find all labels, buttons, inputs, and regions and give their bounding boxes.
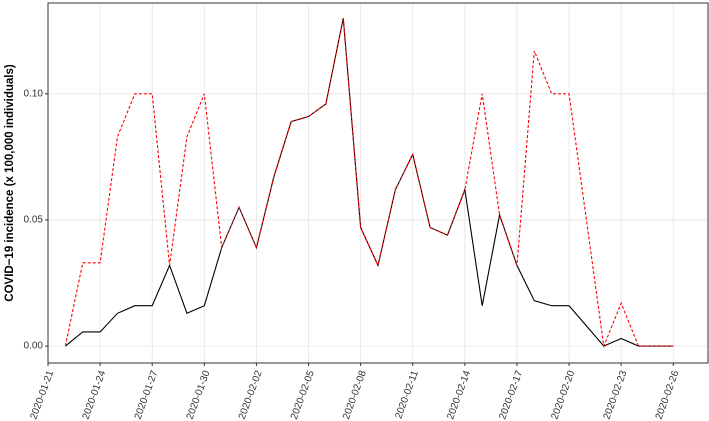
- x-tick-label: 2020-01-21: [28, 369, 56, 421]
- x-tick-label: 2020-02-05: [289, 369, 317, 421]
- series-line: [65, 18, 674, 347]
- series-line: [64, 18, 674, 349]
- x-tick-label: 2020-02-23: [602, 369, 630, 421]
- x-tick-label: 2020-02-08: [341, 369, 369, 421]
- x-tick-label: 2020-02-02: [237, 369, 265, 421]
- x-tick-label: 2020-02-26: [654, 369, 682, 421]
- y-tick-label: 0.10: [24, 88, 44, 99]
- y-tick-label: 0.00: [24, 341, 44, 352]
- y-axis-label: COVID−19 incidence (x 100,000 individual…: [4, 64, 16, 302]
- x-tick-label: 2020-01-27: [133, 369, 161, 421]
- plot-border: [47, 2, 709, 364]
- x-tick-label: 2020-01-30: [185, 369, 213, 421]
- x-tick-label: 2020-01-24: [81, 369, 109, 421]
- x-tick-label: 2020-02-14: [445, 369, 473, 421]
- x-tick-label: 2020-02-11: [393, 369, 421, 421]
- x-tick-label: 2020-02-17: [497, 369, 525, 421]
- y-tick-label: 0.05: [24, 215, 44, 226]
- x-tick-label: 2020-02-20: [550, 369, 578, 421]
